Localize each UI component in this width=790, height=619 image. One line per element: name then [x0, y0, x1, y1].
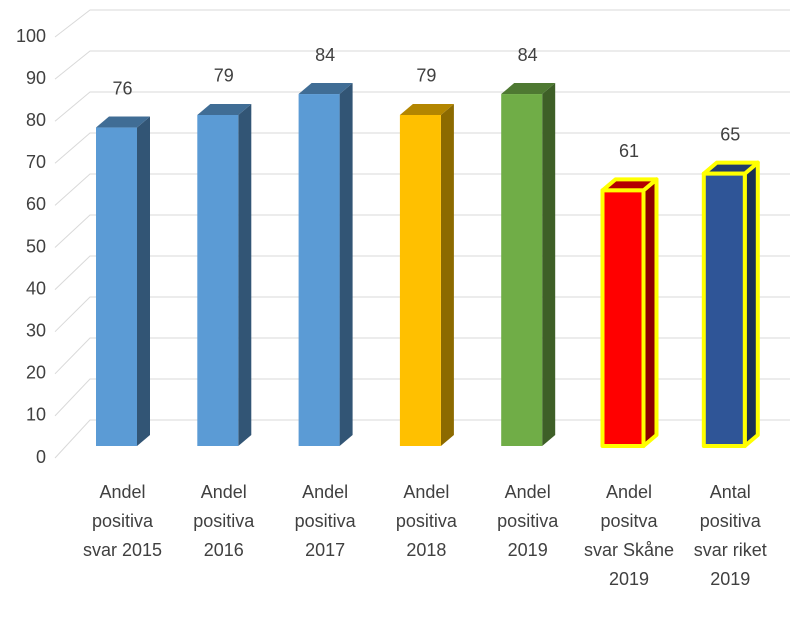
- value-label: 76: [112, 78, 132, 98]
- bar-side: [440, 103, 454, 447]
- y-tick-label: 90: [26, 68, 46, 88]
- y-tick-label: 10: [26, 405, 46, 425]
- y-tick-label: 40: [26, 278, 46, 298]
- bar: [298, 94, 340, 446]
- value-label: 84: [518, 45, 538, 65]
- y-tick-label: 70: [26, 152, 46, 172]
- bar: [197, 114, 239, 447]
- y-tick-label: 60: [26, 194, 46, 214]
- grid-line: [54, 132, 790, 164]
- y-tick-label: 80: [26, 110, 46, 130]
- grid-line: [54, 9, 790, 38]
- bar: [399, 114, 441, 447]
- y-tick-label: 0: [36, 447, 46, 467]
- bar-top: [399, 103, 454, 115]
- value-label: 65: [720, 124, 740, 144]
- y-tick-label: 100: [16, 26, 46, 46]
- x-tick-label: Andel positiva 2017: [294, 482, 356, 560]
- value-label: 79: [416, 66, 436, 86]
- grid-line: [54, 378, 790, 417]
- bar-side: [339, 83, 353, 446]
- x-tick-label: Andel positva svar Skåne 2019: [583, 482, 675, 589]
- grid-line: [54, 337, 790, 375]
- grid-line: [54, 50, 790, 80]
- bar-top: [501, 83, 556, 95]
- bar-side: [238, 103, 252, 447]
- bar: [96, 127, 137, 446]
- bar-top: [298, 83, 353, 95]
- y-tick-label: 20: [26, 363, 46, 383]
- grid-line: [54, 214, 790, 248]
- value-label: 61: [619, 141, 639, 161]
- x-tick-label: Antal positiva svar riket 2019: [693, 482, 767, 589]
- grid-line: [54, 255, 790, 290]
- x-tick-label: Andel positiva svar 2015: [82, 482, 163, 560]
- bar-side: [137, 116, 150, 446]
- bar: [701, 171, 747, 448]
- grid-line: [54, 296, 790, 333]
- grid-line: [54, 173, 790, 206]
- value-label: 84: [315, 45, 335, 65]
- bar: [600, 188, 646, 448]
- x-tick-label: Andel positiva 2016: [193, 482, 255, 560]
- bar-side: [542, 83, 556, 446]
- bar-top: [96, 116, 150, 128]
- bar-top: [197, 103, 252, 115]
- value-label: 79: [214, 66, 234, 86]
- x-tick-label: Andel positiva 2018: [395, 482, 457, 560]
- bar: [501, 94, 543, 446]
- grid-line: [54, 91, 790, 122]
- grid-line: [54, 419, 790, 459]
- y-tick-label: 50: [26, 236, 46, 256]
- x-tick-label: Andel positiva 2019: [497, 482, 559, 560]
- y-tick-label: 30: [26, 320, 46, 340]
